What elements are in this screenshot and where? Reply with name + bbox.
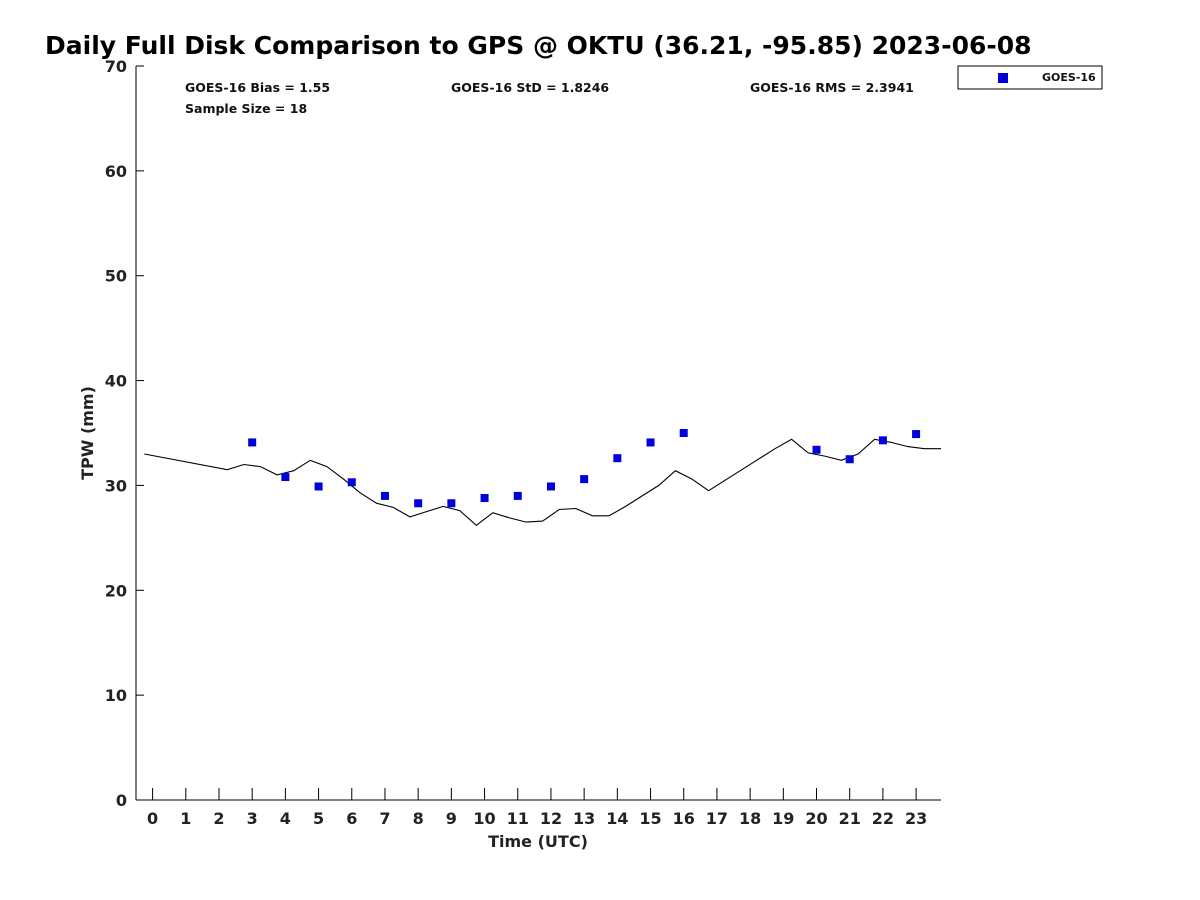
- x-tick-label: 5: [313, 809, 324, 828]
- x-tick-label: 23: [905, 809, 927, 828]
- x-tick-label: 4: [280, 809, 291, 828]
- goes16-point: [912, 430, 921, 439]
- x-tick-label: 20: [805, 809, 827, 828]
- goes16-point: [546, 482, 555, 491]
- legend-marker-goes16: [998, 73, 1008, 83]
- x-tick-label: 9: [446, 809, 457, 828]
- y-tick-label: 60: [105, 162, 127, 181]
- bias-stat: GOES-16 Bias = 1.55: [185, 80, 330, 95]
- x-tick-label: 12: [540, 809, 562, 828]
- y-tick-label: 30: [105, 476, 127, 495]
- x-tick-label: 6: [346, 809, 357, 828]
- goes16-point: [812, 445, 821, 454]
- y-axis-label: TPW (mm): [78, 386, 97, 480]
- y-tick-label: 0: [116, 791, 127, 810]
- goes16-point: [281, 473, 290, 482]
- chart-title: Daily Full Disk Comparison to GPS @ OKTU…: [45, 31, 1032, 60]
- std-stat: GOES-16 StD = 1.8246: [451, 80, 609, 95]
- goes16-point: [878, 436, 887, 445]
- goes16-point: [414, 499, 423, 508]
- x-tick-label: 8: [413, 809, 424, 828]
- x-tick-label: 13: [573, 809, 595, 828]
- goes16-point: [613, 454, 622, 463]
- x-tick-label: 19: [772, 809, 794, 828]
- x-tick-label: 16: [673, 809, 695, 828]
- x-axis-label: Time (UTC): [488, 832, 588, 851]
- x-tick-label: 14: [606, 809, 628, 828]
- goes16-point: [513, 491, 522, 500]
- y-tick-label: 40: [105, 372, 127, 391]
- gps-line: [144, 438, 941, 527]
- goes16-point: [646, 438, 655, 447]
- y-tick-label: 50: [105, 267, 127, 286]
- goes16-point: [447, 499, 456, 508]
- goes16-point: [347, 478, 356, 487]
- legend: GOES-16: [957, 65, 1103, 90]
- legend-box: [957, 65, 1103, 90]
- y-tick-label: 20: [105, 581, 127, 600]
- rms-stat: GOES-16 RMS = 2.3941: [750, 80, 914, 95]
- x-tick-label: 22: [872, 809, 894, 828]
- x-tick-label: 17: [706, 809, 728, 828]
- goes16-point: [480, 494, 489, 503]
- x-tick-label: 15: [639, 809, 661, 828]
- x-tick-label: 10: [473, 809, 495, 828]
- goes16-point: [845, 455, 854, 464]
- x-tick-label: 3: [247, 809, 258, 828]
- y-tick-label: 10: [105, 686, 127, 705]
- goes16-point: [314, 482, 323, 491]
- goes-points-layer: [248, 429, 921, 508]
- goes16-point: [380, 491, 389, 500]
- goes16-point: [580, 475, 589, 484]
- x-tick-label: 11: [507, 809, 529, 828]
- x-tick-label: 1: [180, 809, 191, 828]
- x-tick-label: 21: [839, 809, 861, 828]
- y-tick-label: 70: [105, 57, 127, 76]
- x-tick-label: 2: [213, 809, 224, 828]
- x-tick-label: 0: [147, 809, 158, 828]
- x-tick-label: 18: [739, 809, 761, 828]
- goes16-point: [679, 429, 688, 437]
- gps-line-layer: [144, 438, 941, 527]
- legend-label-goes16: GOES-16: [1042, 71, 1096, 84]
- goes16-point: [248, 438, 257, 447]
- x-tick-label: 7: [379, 809, 390, 828]
- sample-size-stat: Sample Size = 18: [185, 101, 307, 116]
